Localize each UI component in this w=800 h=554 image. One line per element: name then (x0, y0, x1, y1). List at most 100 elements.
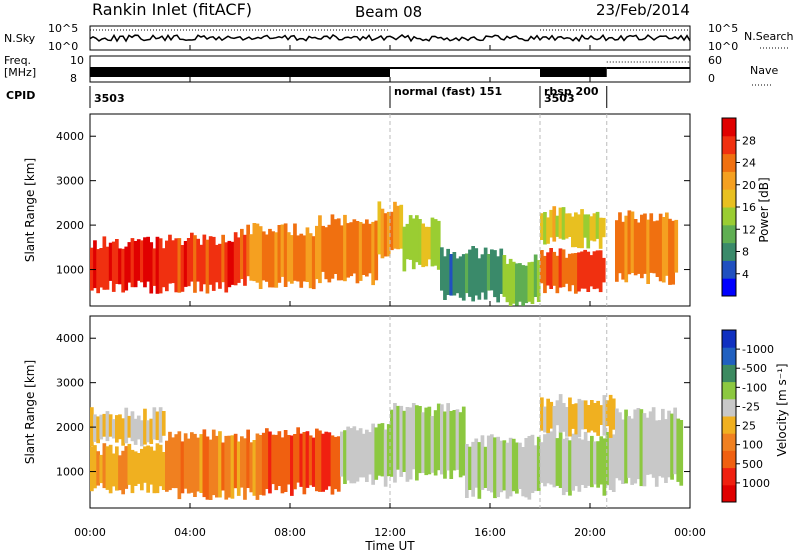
heatmap-cell (93, 240, 97, 289)
heatmap-cell (155, 236, 160, 294)
heatmap-cell (574, 212, 578, 248)
heatmap-cell (365, 219, 369, 277)
heatmap-cell (415, 215, 419, 263)
heatmap-cell (230, 241, 235, 285)
heatmap-cell (561, 438, 566, 496)
heatmap-cell (465, 444, 469, 498)
heatmap-cell (524, 438, 529, 498)
heatmap-cell (96, 249, 100, 294)
colorbar-tick-label: 16 (742, 201, 756, 214)
heatmap-cell (483, 446, 488, 488)
heatmap-cell (511, 438, 516, 492)
heatmap-cell (136, 453, 141, 484)
heatmap-cell (440, 404, 444, 475)
heatmap-cell (655, 220, 660, 277)
heatmap-cell (589, 255, 594, 287)
heatmap-cell (571, 216, 575, 248)
heatmap-cell (380, 208, 385, 259)
heatmap-cell (371, 423, 375, 485)
heatmap-cell (568, 440, 572, 496)
heatmap-cell (274, 232, 279, 288)
heatmap-cell (402, 226, 407, 272)
power-axes: 1000 2000 3000 4000 (56, 130, 690, 277)
heatmap-cell (668, 218, 672, 285)
heatmap-cell (236, 441, 241, 496)
heatmap-cell (149, 418, 154, 444)
heatmap-cell (411, 403, 416, 470)
colorbar-swatch (722, 153, 736, 172)
heatmap-cell (474, 248, 479, 296)
heatmap-cell (152, 248, 157, 286)
y-tick-label: 2000 (56, 219, 84, 232)
heatmap-cell (480, 254, 485, 293)
heatmap-cell (408, 407, 413, 480)
colorbar-tick-label: 24 (742, 157, 756, 170)
heatmap-cell (577, 398, 582, 438)
heatmap-cell (505, 442, 510, 499)
heatmap-cell (571, 253, 575, 286)
heatmap-cell (601, 257, 606, 283)
heatmap-cell (670, 413, 674, 480)
heatmap-cell (627, 416, 631, 478)
heatmap-cell (499, 440, 504, 493)
heatmap-cell (427, 406, 432, 475)
heatmap-cell (268, 228, 272, 288)
heatmap-cell (458, 256, 463, 298)
heatmap-cell (565, 407, 569, 437)
heatmap-cell (199, 434, 204, 493)
heatmap-cell (355, 221, 360, 284)
cpid-segment-label: 3503 (94, 92, 125, 105)
noise-sky-line (89, 33, 691, 43)
noise-left-tick-bottom: 10^0 (48, 40, 78, 53)
heatmap-cell (424, 226, 429, 267)
heatmap-cell (115, 415, 119, 443)
heatmap-cell (540, 442, 544, 483)
heatmap-cell (286, 232, 291, 282)
heatmap-cell (449, 411, 454, 479)
heatmap-cell (642, 413, 647, 487)
heatmap-cell (649, 213, 654, 273)
heatmap-cell (215, 435, 219, 498)
heatmap-cell (124, 446, 129, 489)
heatmap-cell (255, 433, 260, 500)
heatmap-cell (296, 427, 300, 483)
heatmap-cell (315, 225, 319, 280)
heatmap-cell (127, 443, 132, 485)
heatmap-cell (599, 436, 604, 485)
heatmap-cell (430, 416, 435, 473)
heatmap-cell (118, 248, 122, 285)
heatmap-cell (283, 430, 288, 492)
heatmap-cell (533, 254, 538, 297)
heatmap-cell (99, 454, 104, 484)
heatmap-cell (133, 241, 138, 288)
velocity-axes: 1000 2000 3000 4000 (56, 332, 690, 479)
heatmap-cell (615, 220, 619, 282)
heatmap-cell (140, 240, 144, 283)
heatmap-cell (549, 248, 553, 289)
heatmap-cell (671, 220, 675, 285)
heatmap-cell (246, 224, 250, 277)
heatmap-cell (605, 432, 610, 486)
heatmap-cell (224, 435, 229, 500)
heatmap-cell (552, 406, 557, 437)
heatmap-cell (593, 441, 597, 485)
heatmap-cell (436, 403, 441, 471)
heatmap-cell (105, 446, 110, 490)
heatmap-cell (352, 426, 357, 484)
heatmap-cell (265, 428, 269, 489)
heatmap-cell (283, 223, 288, 287)
heatmap-cell (155, 443, 160, 494)
heatmap-cell (561, 207, 566, 240)
heatmap-cell (486, 254, 491, 291)
heatmap-cell (580, 439, 585, 485)
heatmap-cell (421, 223, 425, 268)
heatmap-cell (161, 452, 166, 490)
heatmap-cell (343, 430, 347, 484)
heatmap-cell (249, 234, 254, 281)
heatmap-cell (490, 249, 494, 291)
heatmap-cell (311, 236, 316, 290)
noise-right-tick-top: 10^5 (708, 22, 738, 35)
velocity-heatmap (90, 316, 684, 508)
heatmap-cell (543, 434, 547, 487)
heatmap-cell (673, 407, 677, 475)
